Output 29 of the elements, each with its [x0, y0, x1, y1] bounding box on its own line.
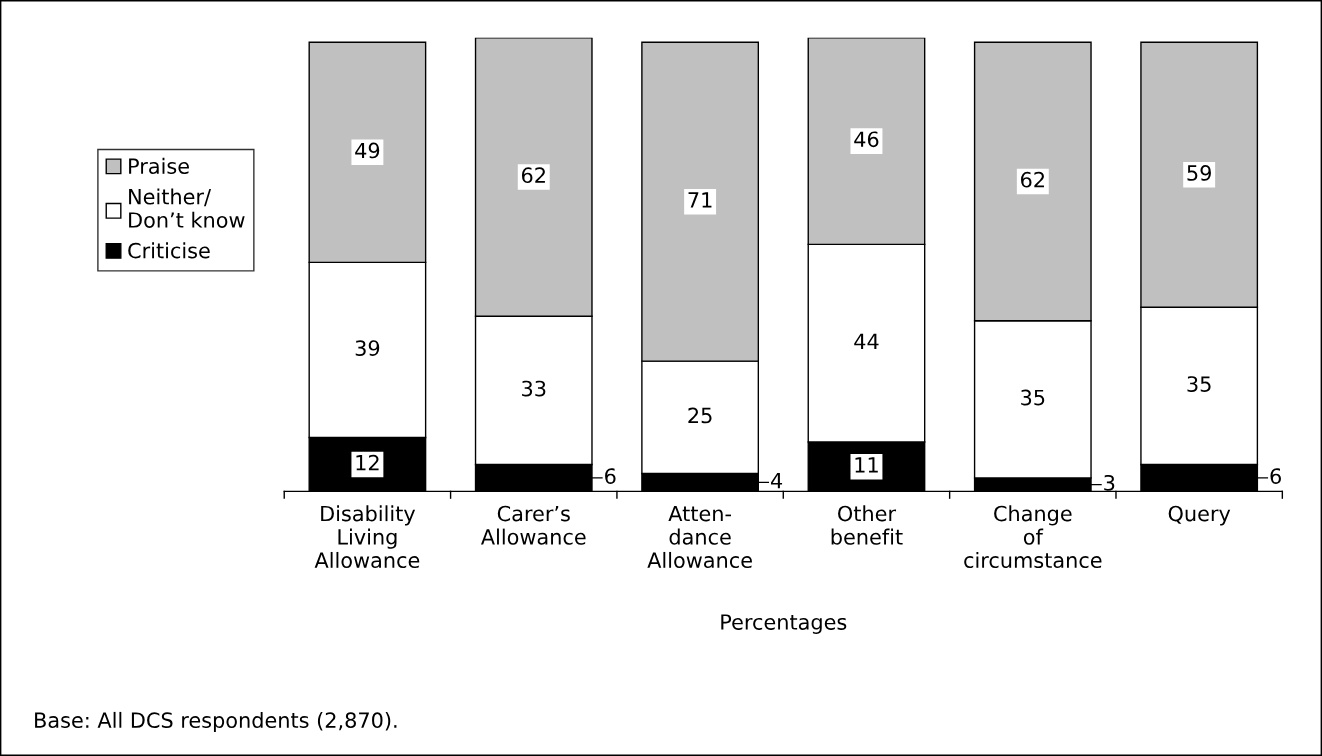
data-label: 6 [1270, 468, 1281, 484]
data-label: 71 [688, 192, 712, 208]
x-tick-label: Atten- dance Allowance [647, 505, 752, 569]
data-label: 35 [1021, 389, 1045, 406]
data-label: 12 [356, 454, 379, 471]
text: Base: All DCS respondents (2,870). [35, 711, 397, 733]
x-tick-label: Other benefit [831, 505, 903, 545]
legend-label: Criticise [128, 242, 210, 259]
data-label: 62 [521, 167, 545, 184]
legend-label: Praise [129, 157, 189, 174]
data-label: 39 [355, 340, 380, 356]
data-label: 35 [1187, 376, 1211, 392]
x-tick-label: Carer’s Allowance [480, 505, 586, 545]
data-label: 49 [355, 142, 380, 159]
data-label: 46 [854, 131, 879, 148]
data-label: 33 [522, 380, 546, 397]
data-label: 25 [688, 407, 712, 424]
data-label: 59 [1187, 165, 1211, 181]
x-axis-title: Percentages [721, 614, 847, 634]
data-label: 4 [771, 472, 783, 489]
data-label: 44 [854, 333, 879, 349]
x-tick-label: Change of circumstance [964, 505, 1102, 569]
data-label: 11 [855, 457, 878, 473]
data-label: 6 [605, 468, 616, 484]
data-label: 3 [1104, 474, 1115, 491]
data-label: 62 [1021, 171, 1044, 188]
x-tick-label: Disability Living Allowance [314, 505, 420, 569]
x-tick-label: Query [1168, 505, 1231, 526]
legend-label: Neither/ Don’t know [129, 188, 245, 228]
